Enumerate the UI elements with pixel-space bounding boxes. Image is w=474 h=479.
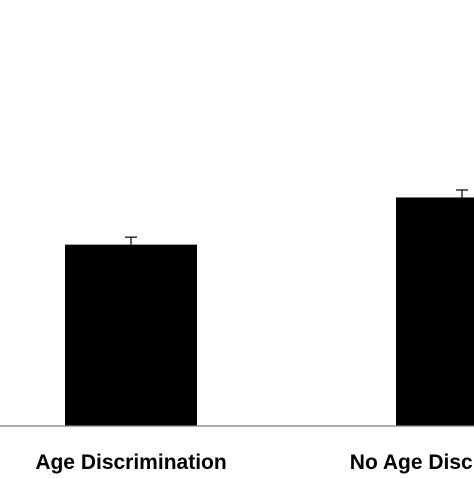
bar-1 bbox=[65, 244, 197, 426]
category-labels: Age Discrimination No Age Discrimination bbox=[35, 451, 474, 474]
plot-area bbox=[65, 189, 474, 426]
category-label-1: Age Discrimination bbox=[35, 451, 226, 474]
category-label-2: No Age Discrimination bbox=[350, 451, 474, 474]
bar-2 bbox=[396, 197, 474, 426]
